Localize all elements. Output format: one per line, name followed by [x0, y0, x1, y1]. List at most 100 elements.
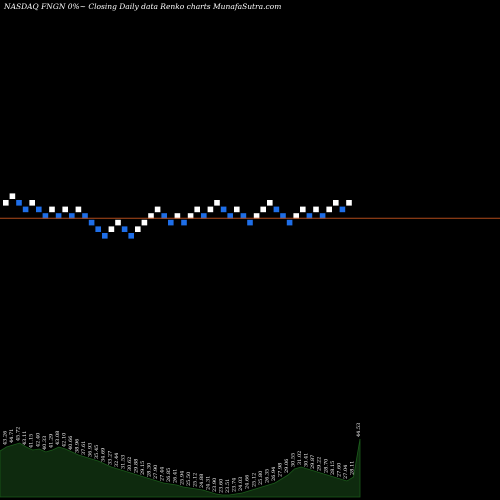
volume-label: 23.90	[212, 478, 218, 492]
volume-label: 36.93	[88, 443, 94, 457]
volume-label: 26.35	[264, 469, 270, 483]
renko-brick-up	[207, 206, 214, 213]
renko-brick-down	[95, 226, 101, 232]
renko-brick-up	[194, 206, 200, 213]
renko-brick-down	[128, 233, 134, 239]
volume-label: 31.53	[120, 455, 126, 469]
renko-brick-up	[9, 193, 16, 199]
volume-label: 30.41	[304, 453, 310, 467]
renko-brick-down	[273, 206, 280, 213]
volume-label: 23.60	[219, 479, 225, 493]
volume-label: 35.45	[94, 445, 100, 459]
renko-brick-up	[115, 219, 121, 226]
volume-label: 43.08	[55, 431, 61, 445]
renko-brick-down	[88, 219, 95, 226]
volume-label: 28.30	[147, 463, 153, 477]
volume-area	[0, 438, 361, 498]
volume-label: 27.04	[343, 465, 349, 479]
renko-brick-down	[22, 206, 29, 213]
volume-label: 29.88	[134, 459, 140, 473]
volume-label: 24.31	[206, 476, 212, 490]
volume-label: 37.61	[81, 441, 87, 455]
renko-brick-down	[227, 213, 233, 219]
renko-brick-up	[234, 206, 240, 213]
volume-label: 24.66	[245, 475, 251, 489]
renko-brick-up	[148, 213, 154, 219]
volume-label: 28.11	[350, 461, 356, 475]
renko-brick-down	[247, 219, 253, 226]
volume-panel: 45.07 43.26 44.71 45.72 43.11 41.15 42.40 40.33…	[0, 423, 362, 498]
renko-brick-up	[326, 206, 332, 213]
renko-brick-up	[49, 206, 55, 213]
volume-label: 24.88	[199, 474, 205, 488]
renko-brick-down	[319, 213, 326, 219]
renko-brick-down	[220, 206, 227, 213]
volume-label: 23.74	[232, 478, 238, 492]
renko-brick-up	[62, 206, 68, 213]
volume-label: 38.96	[75, 439, 81, 453]
renko-brick-down	[69, 213, 75, 219]
volume-label: 29.87	[310, 455, 316, 469]
volume-label: 44.53	[356, 423, 362, 437]
renko-brick-down	[42, 213, 49, 219]
volume-label: 29.06	[284, 459, 290, 473]
renko-brick-down	[82, 213, 88, 219]
volume-label: 25.12	[192, 473, 198, 487]
volume-label: 40.66	[68, 436, 74, 450]
volume-label: 33.27	[107, 451, 113, 465]
renko-brick-down	[280, 213, 286, 219]
renko-brick-up	[333, 200, 339, 206]
renko-brick-up	[29, 200, 35, 206]
volume-label: 31.02	[297, 451, 303, 465]
volume-label: 25.12	[251, 473, 257, 487]
renko-brick-down	[201, 213, 207, 219]
volume-label: 28.70	[323, 459, 329, 473]
volume-label: 29.22	[317, 457, 323, 471]
renko-brick-up	[214, 200, 220, 206]
volume-label: 26.85	[166, 468, 172, 482]
volume-label: 43.26	[3, 431, 9, 445]
renko-brick-up	[267, 200, 273, 206]
renko-brick-down	[168, 219, 174, 226]
renko-brick-up	[3, 200, 9, 206]
renko-brick-up	[313, 206, 319, 213]
volume-label: 26.94	[271, 467, 277, 481]
volume-label: 25.94	[179, 471, 185, 485]
volume-label: 27.90	[153, 465, 159, 479]
volume-label: 27.44	[160, 467, 166, 481]
volume-label: 28.15	[330, 461, 336, 475]
volume-label: 42.10	[62, 433, 68, 447]
renko-brick-up	[260, 206, 266, 213]
volume-label: 45.07	[0, 435, 2, 449]
volume-label: 30.62	[127, 457, 133, 471]
volume-label: 26.41	[173, 469, 179, 483]
renko-brick-up	[135, 226, 141, 232]
renko-brick-down	[181, 219, 187, 226]
volume-label: 30.55	[291, 453, 297, 467]
renko-brick-up	[300, 206, 306, 213]
renko-brick-down	[36, 206, 42, 213]
volume-label: 27.98	[278, 463, 284, 477]
volume-label: 25.80	[258, 471, 264, 485]
volume-label: 43.11	[22, 431, 28, 445]
volume-label: 42.40	[35, 433, 41, 447]
chart-title: NASDAQ FNGN 0%~ Closing Daily data Renko…	[4, 2, 282, 11]
renko-brick-up	[108, 226, 115, 232]
renko-brick-down	[286, 219, 293, 226]
renko-brick-down	[55, 213, 62, 219]
volume-label: 41.29	[48, 434, 54, 448]
renko-brick-up	[154, 206, 161, 213]
renko-brick-up	[253, 213, 260, 219]
volume-label: 24.03	[238, 477, 244, 491]
volume-label: 25.50	[186, 472, 192, 486]
volume-label: 27.60	[336, 463, 342, 477]
volume-label: 34.69	[101, 448, 107, 462]
renko-brick-down	[306, 213, 313, 219]
renko-brick-up	[174, 213, 181, 219]
renko-brick-down	[16, 200, 22, 206]
renko-bricks	[3, 193, 352, 239]
renko-brick-down	[161, 213, 167, 219]
renko-brick-up	[346, 200, 352, 206]
renko-brick-down	[240, 213, 247, 219]
